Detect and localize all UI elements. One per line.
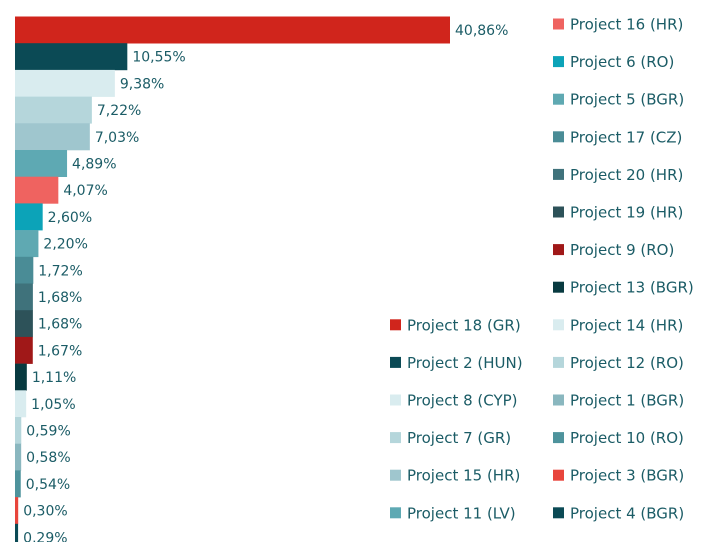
value-label: 40,86% [455, 23, 508, 39]
legend-label: Project 15 (HR) [407, 467, 520, 485]
legend-swatch [553, 356, 564, 368]
bar [15, 203, 43, 231]
bar [15, 390, 27, 418]
value-label: 1,67% [38, 343, 82, 359]
legend-label: Project 8 (CYP) [407, 392, 518, 410]
legend-label: Project 12 (RO) [570, 354, 684, 372]
bar [15, 523, 19, 542]
legend-swatch [390, 319, 401, 331]
legend-swatch [553, 244, 564, 256]
legend-label: Project 11 (LV) [407, 504, 516, 522]
value-label: 0,54% [26, 477, 70, 493]
value-label: 0,30% [23, 504, 67, 520]
bar [15, 497, 19, 525]
value-label: 1,72% [38, 263, 82, 279]
value-label: 9,38% [120, 76, 164, 92]
legend-label: Project 16 (HR) [570, 16, 683, 34]
legend-swatch [553, 206, 564, 218]
legend-swatch [390, 394, 401, 406]
bar [15, 16, 450, 44]
legend-swatch [390, 507, 401, 519]
value-label: 1,11% [32, 370, 76, 386]
legend-label: Project 2 (HUN) [407, 354, 523, 372]
legend-swatch [553, 394, 564, 406]
legend-swatch [390, 432, 401, 444]
bar [15, 256, 34, 284]
value-label: 4,07% [63, 183, 107, 199]
legend-swatch [553, 507, 564, 519]
bar [15, 363, 27, 391]
legend-swatch [553, 131, 564, 143]
legend-swatch [553, 319, 564, 331]
legend-label: Project 5 (BGR) [570, 91, 684, 109]
legend-swatch [553, 281, 564, 293]
value-label: 1,68% [38, 290, 82, 306]
value-label: 1,68% [38, 317, 82, 333]
legend-label: Project 20 (HR) [570, 166, 683, 184]
legend-swatch [553, 469, 564, 481]
legend-label: Project 1 (BGR) [570, 392, 684, 410]
legend-swatch [553, 56, 564, 68]
legend-swatch [390, 469, 401, 481]
bar [15, 443, 22, 471]
legend-label: Project 10 (RO) [570, 429, 684, 447]
value-label: 7,22% [97, 103, 141, 119]
legend-label: Project 18 (GR) [407, 316, 521, 334]
legend-swatch [553, 432, 564, 444]
legend-label: Project 3 (BGR) [570, 467, 684, 485]
bar [15, 283, 33, 311]
value-label: 2,60% [48, 210, 92, 226]
bar [15, 310, 33, 338]
legend-label: Project 9 (RO) [570, 241, 674, 259]
legend-label: Project 13 (BGR) [570, 279, 694, 297]
bar [15, 230, 39, 258]
value-label: 0,58% [26, 450, 70, 466]
bar [15, 43, 128, 71]
bar [15, 69, 115, 97]
legend-swatch [390, 356, 401, 368]
bar [15, 123, 90, 151]
bar [15, 470, 21, 498]
legend-swatch [553, 168, 564, 180]
value-label: 10,55% [132, 50, 185, 66]
value-label: 7,03% [95, 130, 139, 146]
value-label: 0,59% [26, 424, 70, 440]
legend-label: Project 6 (RO) [570, 53, 674, 71]
value-label: 4,89% [72, 157, 116, 173]
value-label: 2,20% [43, 237, 87, 253]
bar [15, 96, 92, 124]
legend-swatch [553, 18, 564, 30]
bar [15, 176, 59, 204]
legend-label: Project 17 (CZ) [570, 128, 682, 146]
legend-swatch [553, 93, 564, 105]
bar [15, 336, 33, 364]
legend-label: Project 19 (HR) [570, 204, 683, 222]
value-label: 1,05% [31, 397, 75, 413]
bar [15, 150, 68, 177]
legend-label: Project 14 (HR) [570, 316, 683, 334]
legend-label: Project 4 (BGR) [570, 504, 684, 522]
bar [15, 417, 22, 444]
legend-label: Project 7 (GR) [407, 429, 511, 447]
value-label: 0,29% [23, 530, 67, 542]
